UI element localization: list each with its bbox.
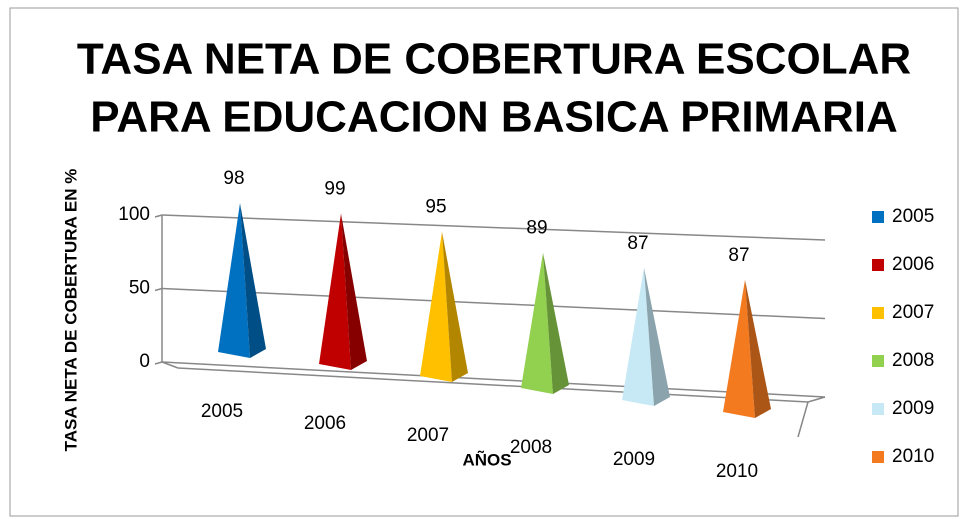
data-label: 87: [728, 245, 749, 266]
x-axis-label: AÑOS: [462, 449, 511, 469]
pyramid-side: [644, 267, 670, 406]
legend-label: 2010: [892, 446, 934, 467]
floor-edge: [161, 361, 179, 369]
grid-line: [161, 287, 826, 320]
legend-label: 2007: [892, 302, 934, 323]
pyramid-front: [319, 213, 351, 370]
legend-swatch: [872, 403, 884, 415]
chart-title: TASA NETA DE COBERTURA ESCOLAR: [77, 35, 911, 84]
x-tick-label: 2005: [201, 401, 243, 422]
legend-swatch: [872, 451, 884, 463]
x-tick-label: 2010: [716, 461, 758, 482]
legend-label: 2008: [892, 350, 934, 371]
legend-swatch: [872, 307, 884, 319]
data-label: 87: [627, 233, 648, 254]
y-tick-label: 0: [139, 351, 150, 372]
pyramid-front: [723, 279, 755, 418]
legend-swatch: [872, 259, 884, 271]
grid-line: [161, 361, 826, 398]
x-tick-label: 2006: [304, 413, 346, 434]
y-tick: [154, 361, 163, 365]
pyramid-side: [341, 213, 367, 370]
y-tick-label: 50: [129, 278, 150, 299]
y-tick-label: 100: [118, 204, 150, 225]
data-label: 89: [526, 218, 547, 239]
pyramid-front: [521, 252, 553, 394]
pyramid-front: [622, 267, 654, 406]
data-label: 95: [425, 197, 446, 218]
legend-label: 2009: [892, 398, 934, 419]
pyramid-side: [543, 252, 569, 394]
grid-line: [161, 214, 826, 241]
x-tick-label: 2009: [613, 449, 655, 470]
legend-label: 2006: [892, 254, 934, 275]
pyramid-front: [420, 231, 452, 382]
floor-edge: [177, 367, 809, 403]
chart-frame: [9, 7, 959, 517]
data-label: 99: [324, 179, 345, 200]
pyramid-front: [218, 203, 250, 358]
x-tick-label: 2007: [407, 425, 449, 446]
x-tick-label: 2008: [510, 437, 552, 458]
y-tick: [154, 214, 163, 218]
floor-edge: [797, 401, 809, 438]
chart-title: PARA EDUCACION BASICA PRIMARIA: [90, 93, 898, 142]
legend-swatch: [872, 355, 884, 367]
floor-edge: [807, 396, 826, 403]
data-label: 98: [223, 168, 244, 189]
y-tick: [154, 287, 163, 292]
legend-label: 2005: [892, 206, 934, 227]
pyramid-side: [442, 231, 468, 382]
legend-swatch: [872, 211, 884, 223]
y-axis-label: TASA NETA DE COBERTURA EN %: [61, 169, 80, 452]
pyramid-side: [240, 203, 266, 358]
pyramid-side: [745, 279, 771, 418]
